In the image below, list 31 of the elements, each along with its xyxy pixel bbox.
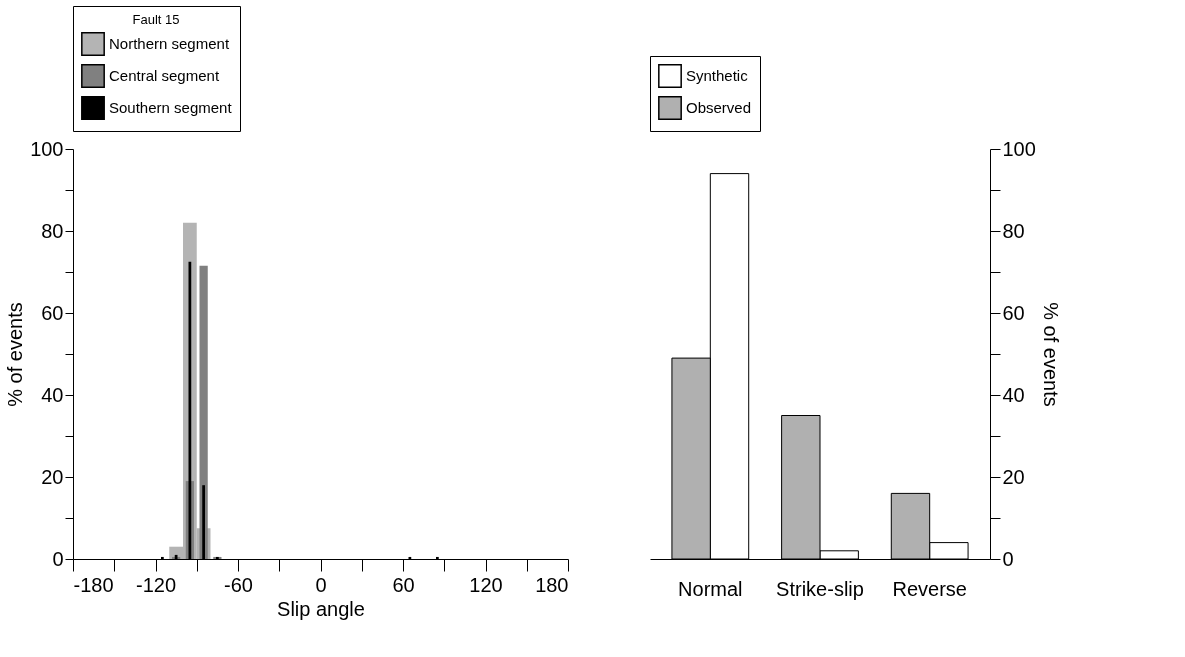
y-tick-label: 80 <box>41 219 64 242</box>
x-tick-label: Strike-slip <box>776 577 864 600</box>
y2-tick-label: 80 <box>1002 219 1025 242</box>
y2-tick-label: 100 <box>1002 137 1036 160</box>
y2-tick-label: 60 <box>1002 301 1025 324</box>
legend-title: Fault 15 <box>132 12 180 27</box>
y-tick-label: 40 <box>41 383 64 406</box>
legend-label: Observed <box>686 99 752 116</box>
y2-tick-label: 20 <box>1002 465 1025 488</box>
y2-tick-label: 40 <box>1002 383 1025 406</box>
x-tick-label: 120 <box>469 573 503 596</box>
y-tick-label: 60 <box>41 301 64 324</box>
x-tick-label: 0 <box>315 573 327 596</box>
x-tick-label: -60 <box>224 573 253 596</box>
x-axis-title: Slip angle <box>277 597 365 620</box>
x-tick-label: Reverse <box>892 577 967 600</box>
x-tick-label: 180 <box>535 573 569 596</box>
x-tick-label: Normal <box>678 577 743 600</box>
legend-label: Central segment <box>109 67 220 84</box>
x-tick-label: -120 <box>135 573 177 596</box>
y-tick-label: 20 <box>41 465 64 488</box>
y2-tick-label: 0 <box>1002 547 1014 570</box>
y-tick-label: 100 <box>30 137 64 160</box>
legend-label: Synthetic <box>686 67 749 84</box>
y-axis-title: % of events <box>4 302 27 407</box>
x-tick-label: -180 <box>73 573 114 596</box>
legend-label: Southern segment <box>109 99 233 116</box>
y2-axis-title: % of events <box>1039 302 1062 407</box>
legend-label: Northern segment <box>109 35 230 52</box>
y-tick-label: 0 <box>52 547 64 570</box>
x-tick-label: 60 <box>392 573 415 596</box>
